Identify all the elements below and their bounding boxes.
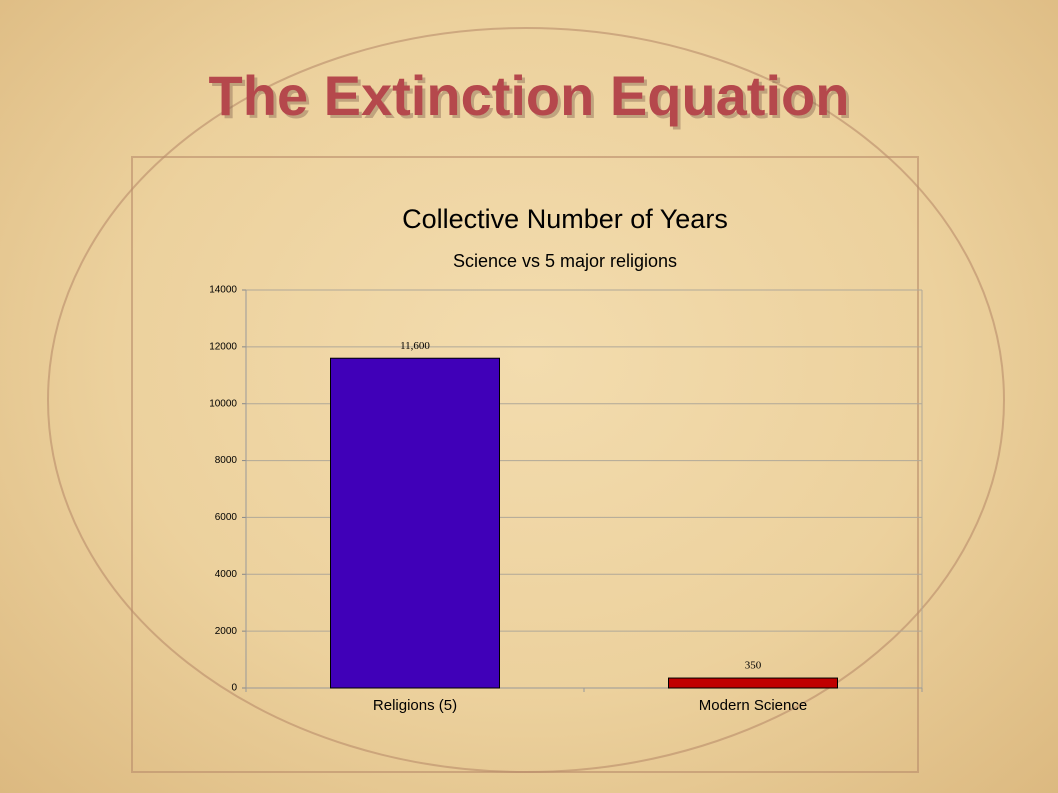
- x-tick-label: Religions (5): [373, 697, 457, 714]
- y-tick-label: 4000: [215, 569, 238, 580]
- y-tick-label: 6000: [215, 512, 238, 523]
- bar: [668, 677, 838, 689]
- y-tick-label: 8000: [215, 455, 238, 466]
- decor-frame: [131, 156, 919, 773]
- value-label: 350: [745, 660, 762, 672]
- chart-title: Collective Number of Years: [402, 204, 728, 234]
- decor-ellipse: [47, 27, 1005, 773]
- x-tick-label: Modern Science: [699, 697, 807, 714]
- y-tick-label: 14000: [209, 285, 237, 296]
- y-tick-label: 2000: [215, 626, 238, 637]
- y-tick-label: 0: [231, 683, 237, 694]
- slide-title: The Extinction Equation: [209, 64, 850, 127]
- bar: [330, 357, 500, 689]
- value-label: 11,600: [400, 340, 430, 352]
- chart-subtitle: Science vs 5 major religions: [453, 251, 677, 271]
- slide-title-shadow: The Extinction Equation: [212, 67, 853, 130]
- y-tick-label: 10000: [209, 398, 237, 409]
- y-tick-label: 12000: [209, 341, 237, 352]
